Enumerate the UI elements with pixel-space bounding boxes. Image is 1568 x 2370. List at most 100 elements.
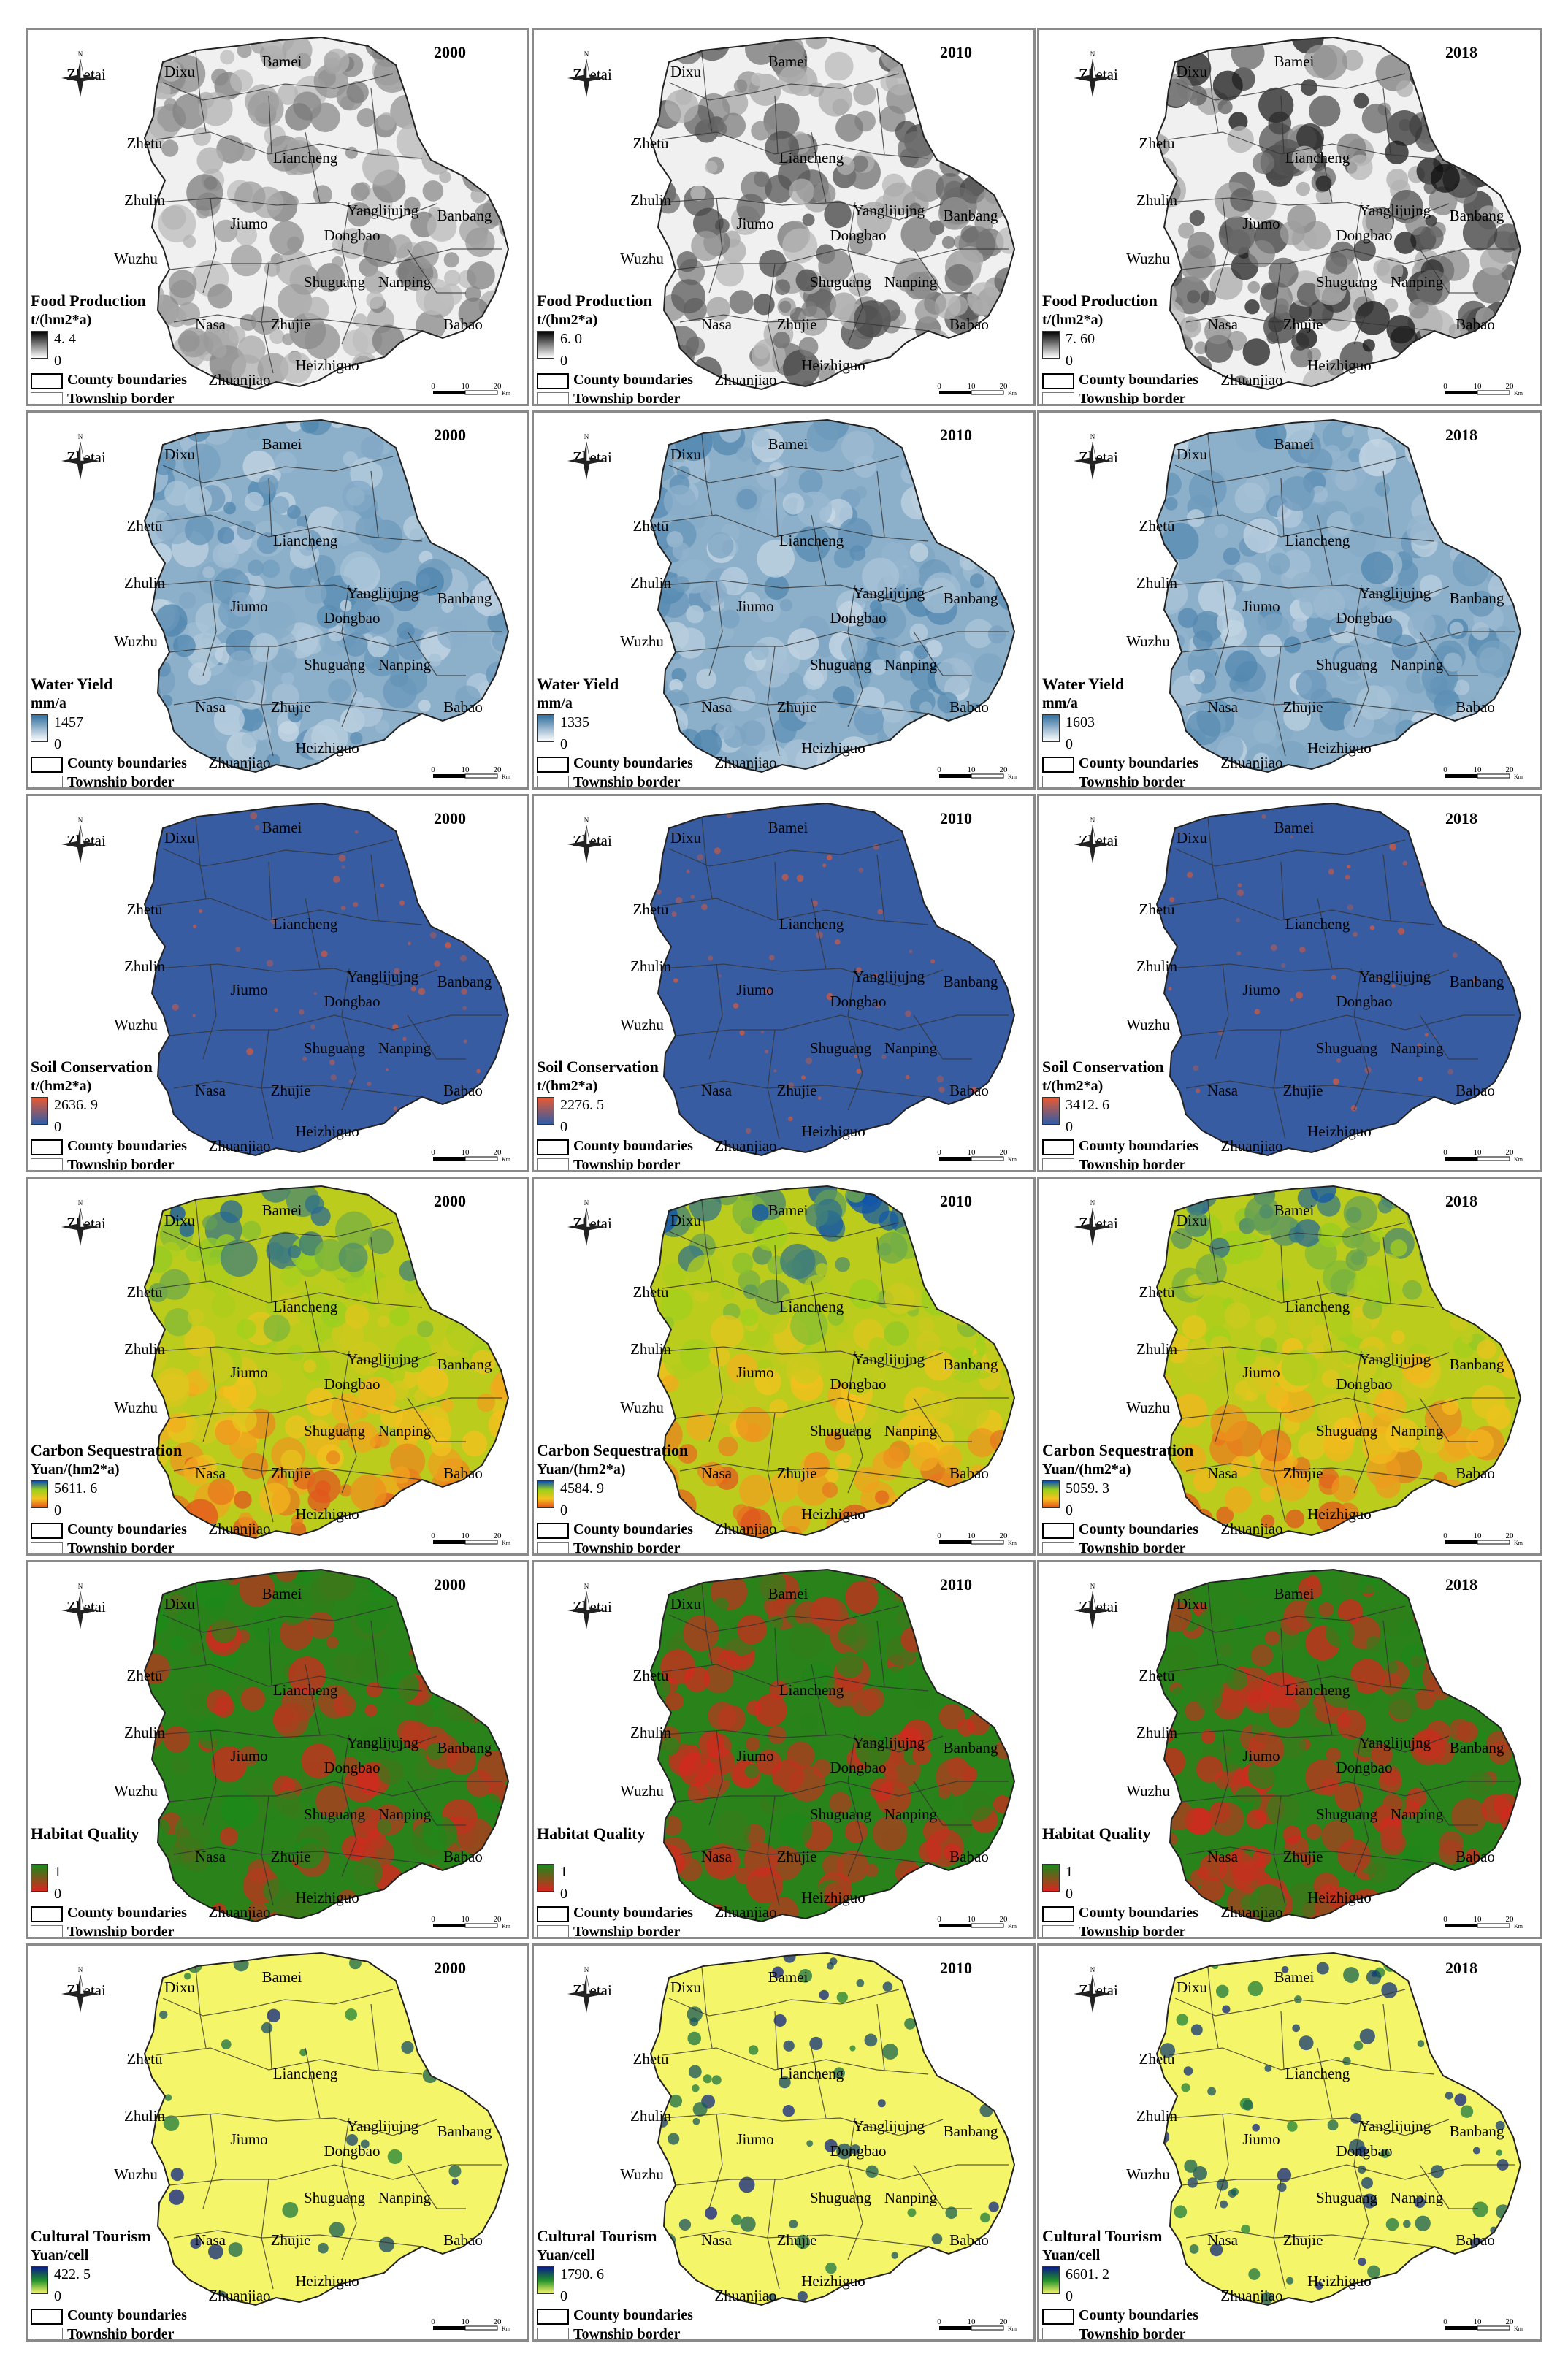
legend-township-swatch xyxy=(1042,1542,1074,1553)
town-label-bamei: Bamei xyxy=(1274,1585,1315,1602)
svg-text:N: N xyxy=(1090,433,1095,440)
town-label-babao: Babao xyxy=(443,1848,483,1865)
svg-text:0: 0 xyxy=(937,1915,941,1924)
legend-township-label: Township border xyxy=(67,1157,175,1172)
legend-min-value: 0 xyxy=(560,2288,567,2304)
town-label-bamei: Bamei xyxy=(1274,819,1315,836)
year-label: 2018 xyxy=(1445,43,1477,61)
town-label-bamei: Bamei xyxy=(262,819,302,836)
town-label-banbang: Banbang xyxy=(1450,1356,1504,1373)
legend-township-swatch xyxy=(537,776,569,787)
town-label-heizhiguo: Heizhiguo xyxy=(1307,1505,1371,1523)
town-label-yanglijujng: Yanglijujng xyxy=(1359,2117,1431,2135)
town-label-banbang: Banbang xyxy=(437,973,492,990)
town-label-jiumo: Jiumo xyxy=(736,1364,773,1381)
legend-title: Habitat Quality xyxy=(31,1824,139,1843)
town-label-zhetu: Zhetu xyxy=(127,2050,163,2068)
town-label-liancheng: Liancheng xyxy=(779,532,844,549)
svg-text:10: 10 xyxy=(1474,765,1483,774)
county-boundary xyxy=(143,418,510,773)
town-label-babao: Babao xyxy=(443,316,483,333)
north-arrow-icon: N xyxy=(1074,1199,1112,1246)
legend-title: Soil Conservation xyxy=(537,1058,659,1076)
town-label-babao: Babao xyxy=(949,1082,989,1099)
town-label-yanglijujng: Yanglijujng xyxy=(347,1350,419,1368)
town-label-yanglijujng: Yanglijujng xyxy=(1359,584,1431,602)
legend-unit: t/(hm2*a) xyxy=(1042,1078,1104,1094)
town-label-heizhiguo: Heizhiguo xyxy=(801,2272,865,2290)
legend-max-value: 5611. 6 xyxy=(54,1480,98,1496)
svg-text:0: 0 xyxy=(937,1148,941,1157)
svg-text:0: 0 xyxy=(1443,382,1447,391)
svg-text:20: 20 xyxy=(1506,382,1515,391)
legend-color-ramp xyxy=(1042,2266,1060,2294)
svg-text:0: 0 xyxy=(431,2317,435,2326)
town-label-nasa: Nasa xyxy=(1207,316,1239,333)
year-label: 2010 xyxy=(940,809,972,827)
county-boundary xyxy=(143,1185,510,1540)
town-label-shuguang: Shuguang xyxy=(304,1039,366,1057)
legend-township-swatch xyxy=(31,392,63,404)
town-label-yanglijujng: Yanglijujng xyxy=(853,584,925,602)
svg-text:20: 20 xyxy=(1000,1532,1009,1540)
svg-text:0: 0 xyxy=(937,2317,941,2326)
town-label-jiumo: Jiumo xyxy=(1242,215,1280,232)
legend-max-value: 1335 xyxy=(560,714,589,730)
svg-text:Km: Km xyxy=(1008,1156,1017,1163)
legend-township-label: Township border xyxy=(67,1540,175,1556)
svg-text:N: N xyxy=(78,433,83,440)
town-label-wuzhu: Wuzhu xyxy=(1126,2166,1170,2183)
region-map: Zhetai DixuBameiZhetuLianchengZhulinJiumo… xyxy=(567,802,1017,1163)
town-label-zhulin: Zhulin xyxy=(630,574,671,592)
town-label-jiumo: Jiumo xyxy=(736,981,773,998)
town-label-nasa: Nasa xyxy=(701,316,733,333)
county-boundary xyxy=(143,1568,510,1923)
town-label-nanping: Nanping xyxy=(1391,2189,1444,2206)
map-panel-tourism-2000: Zhetai Dixu Bamei Zhetu Liancheng Zhulin Jiumo… xyxy=(26,1943,529,2342)
town-label-zhujie: Zhujie xyxy=(1283,1082,1323,1099)
town-label-dixu: Dixu xyxy=(1177,829,1208,846)
region-map: Zhetai DixuBameiZhetuLianchengZhulinJiumo… xyxy=(567,36,1017,397)
year-label: 2010 xyxy=(940,426,972,444)
legend-unit: Yuan/cell xyxy=(31,2247,89,2263)
legend-township-swatch xyxy=(1042,1158,1074,1170)
town-label-zhuanjiao: Zhuanjiao xyxy=(714,1903,776,1921)
legend-county-swatch xyxy=(537,2309,569,2325)
legend-county-swatch xyxy=(31,2309,63,2325)
legend-color-ramp xyxy=(31,331,48,359)
legend-title: Food Production xyxy=(1042,291,1158,310)
svg-text:10: 10 xyxy=(1474,2317,1483,2326)
north-arrow-icon: N xyxy=(1074,1966,1112,2013)
legend-min-value: 0 xyxy=(560,1502,567,1518)
legend-unit: t/(hm2*a) xyxy=(537,1078,598,1094)
town-label-zhuanjiao: Zhuanjiao xyxy=(208,371,270,389)
town-label-shuguang: Shuguang xyxy=(1316,1805,1378,1823)
legend-county-label: County boundaries xyxy=(573,372,693,388)
town-label-dongbao: Dongbao xyxy=(324,1375,380,1393)
legend-title: Food Production xyxy=(537,291,652,310)
town-label-babao: Babao xyxy=(443,1082,483,1099)
legend-unit: t/(hm2*a) xyxy=(31,312,92,328)
region-map: Zhetai DixuBameiZhetuLianchengZhulinJiumo… xyxy=(1074,36,1523,397)
region-map: Zhetai DixuBameiZhetuLianchengZhulinJiumo… xyxy=(61,1568,511,1930)
town-label-heizhiguo: Heizhiguo xyxy=(295,1123,359,1140)
map-panel-water-2000: Zhetai Dixu Bamei Zhetu Liancheng Zhulin Jiumo… xyxy=(26,410,529,790)
town-label-zhuanjiao: Zhuanjiao xyxy=(208,1520,270,1537)
map-panel-food-2010: Zhetai Dixu Bamei Zhetu Liancheng Zhulin Jiumo… xyxy=(532,28,1036,406)
legend-max-value: 6. 0 xyxy=(560,331,582,347)
county-boundary xyxy=(1155,1568,1522,1923)
legend-county-swatch xyxy=(1042,2309,1074,2325)
year-label: 2000 xyxy=(434,426,466,444)
county-boundary xyxy=(1155,802,1522,1157)
town-label-zhetu: Zhetu xyxy=(633,1667,669,1684)
town-label-liancheng: Liancheng xyxy=(1285,1681,1350,1699)
town-label-nanping: Nanping xyxy=(884,1422,938,1440)
town-label-zhetu: Zhetu xyxy=(633,2050,669,2068)
legend-unit: t/(hm2*a) xyxy=(1042,312,1104,328)
county-boundary xyxy=(1155,418,1522,773)
map-panel-habitat-2010: Zhetai Dixu Bamei Zhetu Liancheng Zhulin Jiumo… xyxy=(532,1560,1036,1939)
town-label-bamei: Bamei xyxy=(768,53,808,70)
town-label-bamei: Bamei xyxy=(262,1201,302,1219)
